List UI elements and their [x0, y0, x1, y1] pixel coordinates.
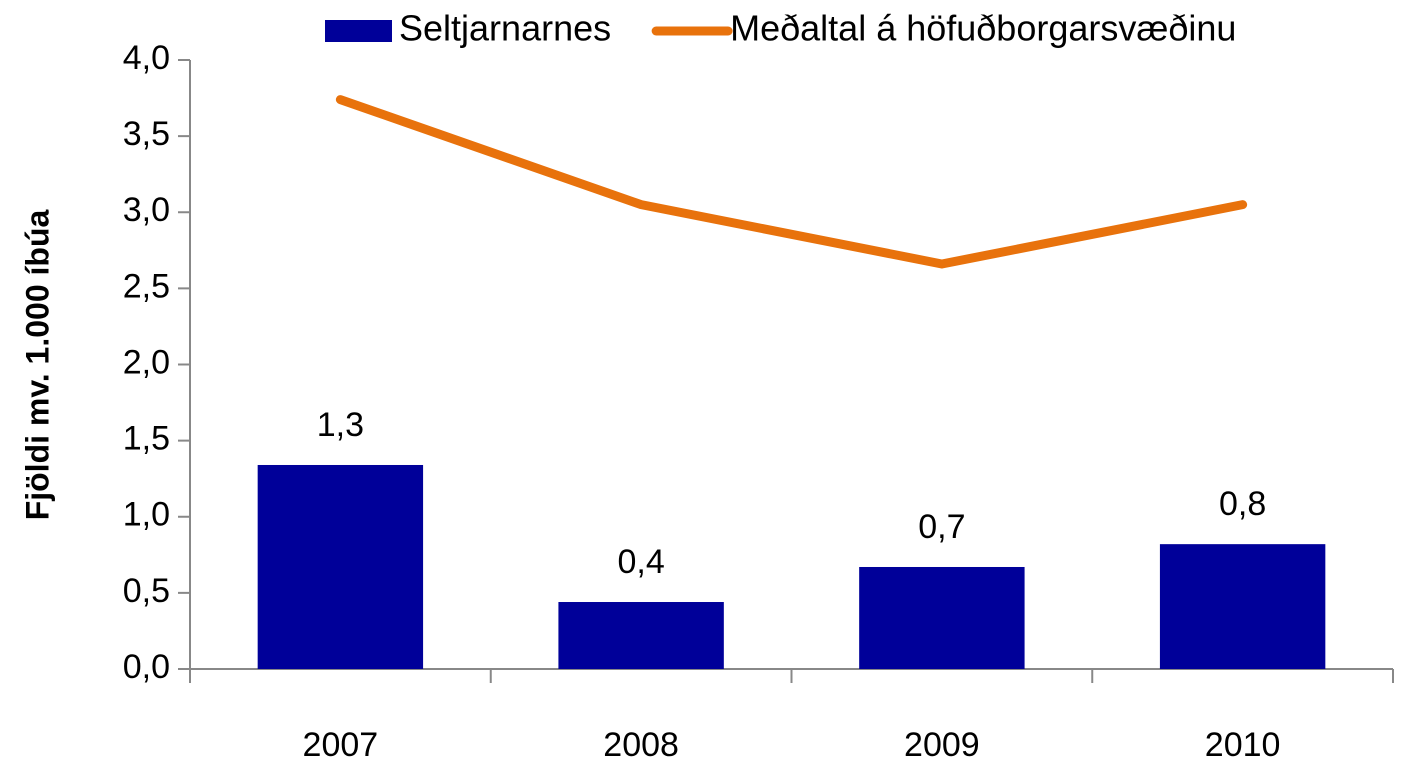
data-label: 0,8 — [1219, 485, 1266, 523]
y-tick-label: 2,5 — [123, 267, 170, 305]
y-tick-label: 0,5 — [123, 572, 170, 610]
bar — [257, 464, 424, 669]
x-tick-label: 2010 — [1205, 726, 1281, 764]
data-label: 1,3 — [317, 406, 364, 444]
data-label: 0,7 — [918, 508, 965, 546]
y-tick-label: 0,0 — [123, 648, 170, 686]
data-label: 0,4 — [617, 543, 664, 581]
bar — [859, 566, 1025, 669]
y-tick-label: 4,0 — [123, 39, 170, 77]
y-axis-title: Fjöldi mv. 1.000 íbúa — [19, 209, 55, 520]
y-tick-label: 3,5 — [123, 115, 170, 153]
legend-label: Seltjarnarnes — [399, 8, 611, 49]
y-tick-label: 1,0 — [123, 496, 170, 534]
y-tick-label: 1,5 — [123, 420, 170, 458]
x-tick-label: 2008 — [603, 726, 679, 764]
bar — [558, 602, 724, 669]
y-tick-label: 3,0 — [123, 191, 170, 229]
line — [335, 95, 1248, 269]
y-tick-label: 2,0 — [123, 343, 170, 381]
x-tick-label: 2009 — [904, 726, 980, 764]
legend-swatch — [325, 20, 392, 42]
bar — [1159, 544, 1326, 669]
legend-label: Meðaltal á höfuðborgarsvæðinu — [730, 8, 1236, 49]
x-tick-label: 2007 — [303, 726, 379, 764]
